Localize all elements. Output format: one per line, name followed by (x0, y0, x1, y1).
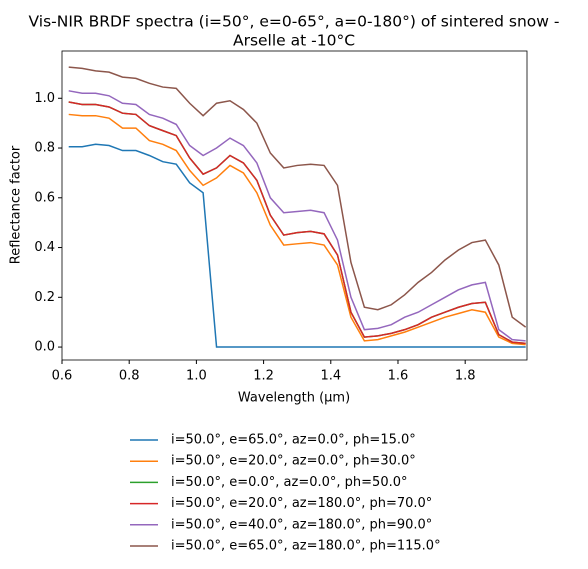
data-line (68, 143, 526, 348)
x-tick-label: 1.6 (388, 369, 409, 384)
data-line (68, 113, 526, 346)
y-tick-label: 0.2 (34, 290, 55, 305)
chart-title: Vis-NIR BRDF spectra (i=50°, e=0-65°, a=… (29, 13, 560, 31)
legend-label: i=50.0°, e=20.0°, az=180.0°, ph=70.0° (171, 496, 432, 511)
chart-title: Arselle at -10°C (233, 32, 355, 50)
y-tick-label: 0.8 (34, 141, 55, 156)
legend-label: i=50.0°, e=40.0°, az=180.0°, ph=90.0° (171, 517, 432, 532)
y-axis-label: Reflectance factor (9, 145, 24, 264)
x-tick-label: 1.2 (253, 369, 274, 384)
legend-label: i=50.0°, e=65.0°, az=180.0°, ph=115.0° (171, 539, 441, 554)
legend-label: i=50.0°, e=20.0°, az=0.0°, ph=30.0° (171, 454, 416, 469)
legend-label: i=50.0°, e=0.0°, az=0.0°, ph=50.0° (171, 475, 408, 490)
y-tick-label: 0.4 (34, 240, 55, 255)
legend-label: i=50.0°, e=65.0°, az=0.0°, ph=15.0° (171, 433, 416, 448)
y-tick-label: 0.6 (34, 190, 55, 205)
x-axis-label: Wavelength (μm) (238, 391, 350, 406)
x-tick-label: 1.4 (320, 369, 341, 384)
y-tick-label: 1.0 (34, 91, 55, 106)
x-tick-label: 0.8 (119, 369, 140, 384)
data-line (68, 66, 527, 328)
x-tick-label: 1.0 (186, 369, 207, 384)
y-tick-label: 0.0 (34, 340, 55, 355)
data-line (68, 101, 526, 345)
data-line (68, 90, 526, 342)
plot-frame (61, 50, 528, 361)
x-tick-label: 1.8 (455, 369, 476, 384)
x-tick-label: 0.6 (52, 369, 73, 384)
